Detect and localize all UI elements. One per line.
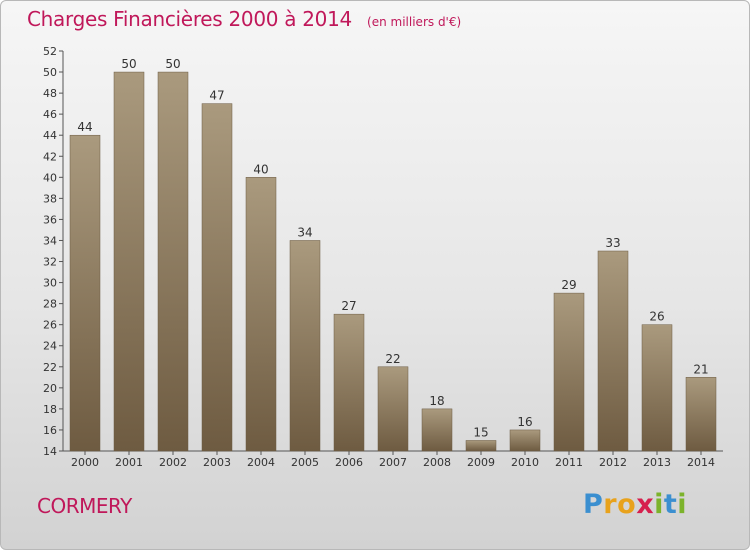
y-tick-label: 42 — [43, 150, 57, 163]
data-label: 16 — [517, 415, 532, 429]
bar — [333, 313, 365, 452]
proxiti-logo: Proxiti — [583, 489, 687, 520]
x-tick-label: 2013 — [643, 456, 671, 469]
bars: 44 50 50 47 40 34 27 22 18 15 16 29 33 26 21 — [69, 57, 717, 452]
data-label: 44 — [77, 120, 92, 134]
x-tick-label: 2003 — [203, 456, 231, 469]
bar — [69, 134, 101, 452]
bar — [289, 240, 321, 452]
y-tick-label: 22 — [43, 361, 57, 374]
data-label: 26 — [649, 310, 664, 324]
y-tick-label: 52 — [43, 45, 57, 58]
data-label: 15 — [473, 425, 488, 439]
y-tick-label: 44 — [43, 129, 57, 142]
data-label: 21 — [693, 362, 708, 376]
x-tick-label: 2011 — [555, 456, 583, 469]
x-tick-label: 2002 — [159, 456, 187, 469]
logo-letter: r — [603, 489, 618, 520]
data-label: 27 — [341, 299, 356, 313]
data-label: 34 — [297, 225, 312, 239]
bar — [641, 324, 673, 452]
y-tick-label: 28 — [43, 298, 57, 311]
x-tick-label: 2004 — [247, 456, 275, 469]
y-tick-label: 38 — [43, 192, 57, 205]
bar — [465, 440, 497, 452]
logo-letter: i — [677, 489, 688, 520]
x-tick-label: 2006 — [335, 456, 363, 469]
bar — [553, 292, 585, 452]
title-text: Charges Financières 2000 à 2014 — [27, 7, 352, 31]
data-label: 50 — [121, 57, 136, 71]
logo-letter: P — [583, 489, 604, 520]
y-tick-label: 48 — [43, 87, 57, 100]
bar — [509, 429, 541, 452]
y-tick-label: 30 — [43, 277, 57, 290]
x-tick-label: 2014 — [687, 456, 715, 469]
logo-letter: x — [636, 489, 655, 520]
bar — [157, 71, 189, 452]
data-label: 40 — [253, 162, 268, 176]
x-tick-label: 2009 — [467, 456, 495, 469]
bar — [201, 103, 233, 452]
y-tick-label: 46 — [43, 108, 57, 121]
y-tick-label: 50 — [43, 66, 57, 79]
y-tick-label: 26 — [43, 319, 57, 332]
bar — [245, 177, 277, 452]
y-tick-label: 18 — [43, 403, 57, 416]
x-tick-label: 2010 — [511, 456, 539, 469]
data-label: 29 — [561, 278, 576, 292]
logo-letter: o — [617, 489, 637, 520]
x-tick-label: 2000 — [71, 456, 99, 469]
data-label: 18 — [429, 394, 444, 408]
y-tick-label: 40 — [43, 171, 57, 184]
axes: 14 16 18 20 22 24 26 28 30 32 34 36 38 40 42 44 46 48 50 52… — [43, 45, 723, 469]
data-label: 50 — [165, 57, 180, 71]
logo-letter: i — [654, 489, 664, 520]
subtitle-text: (en milliers d'€) — [367, 15, 462, 29]
y-tick-label: 20 — [43, 382, 57, 395]
x-tick-label: 2001 — [115, 456, 143, 469]
logo-letter: t — [663, 489, 678, 520]
commune-name: CORMERY — [37, 494, 132, 518]
x-tick-label: 2005 — [291, 456, 319, 469]
y-tick-label: 16 — [43, 424, 57, 437]
y-tick-label: 36 — [43, 213, 57, 226]
bar — [113, 71, 145, 452]
y-tick-label: 14 — [43, 445, 57, 458]
x-tick-label: 2007 — [379, 456, 407, 469]
data-label: 22 — [385, 352, 400, 366]
x-tick-label: 2012 — [599, 456, 627, 469]
y-tick-label: 24 — [43, 340, 57, 353]
y-tick-label: 34 — [43, 234, 57, 247]
data-label: 47 — [209, 89, 224, 103]
bar — [685, 377, 717, 452]
data-label: 33 — [605, 236, 620, 250]
bar — [377, 366, 409, 452]
bar — [597, 250, 629, 452]
x-tick-label: 2008 — [423, 456, 451, 469]
y-tick-label: 32 — [43, 256, 57, 269]
chart-title: Charges Financières 2000 à 2014 (en mill… — [27, 7, 461, 31]
bar — [421, 408, 453, 452]
